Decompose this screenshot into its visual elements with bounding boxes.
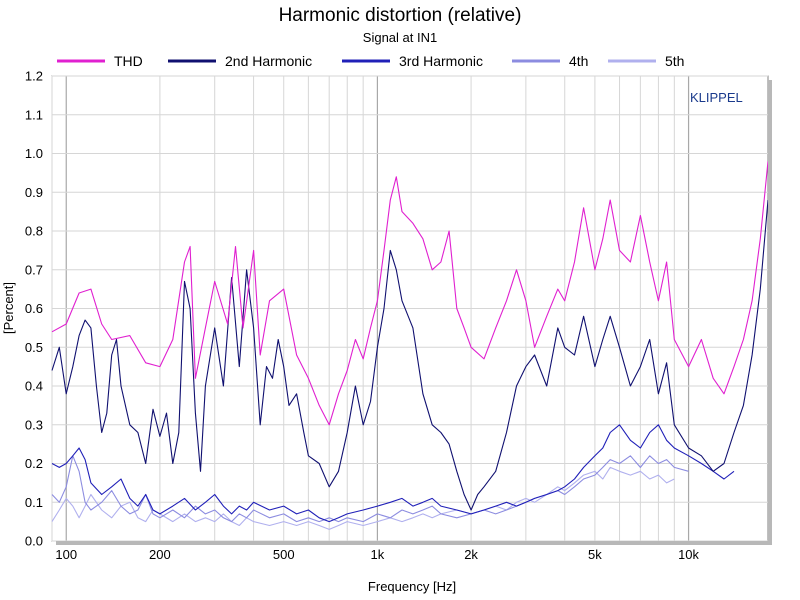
- y-tick-label: 0.8: [25, 224, 43, 239]
- chart-legend: THD 2nd Harmonic 3rd Harmonic 4th 5th: [57, 53, 684, 69]
- y-axis-label: [Percent]: [1, 282, 16, 334]
- plot-shadow-bottom: [56, 541, 772, 545]
- y-tick-label: 0.4: [25, 379, 43, 394]
- y-tick-label: 0.1: [25, 495, 43, 510]
- legend-label: 2nd Harmonic: [225, 53, 312, 69]
- series-line-2nd-harmonic: [51, 199, 769, 511]
- y-tick-label: 0.6: [25, 301, 43, 316]
- y-tick-label: 0.7: [25, 262, 43, 277]
- legend-label: 4th: [569, 53, 588, 69]
- x-axis-ticks: 100 200 500 1k 2k 5k 10k: [55, 547, 699, 562]
- y-axis-ticks: 0.0 0.1 0.2 0.3 0.4 0.5 0.6 0.7 0.8 0.9 1.0 1.1 1.2: [25, 69, 43, 549]
- plot-shadow-right: [768, 80, 772, 545]
- y-tick-label: 0.3: [25, 417, 43, 432]
- x-tick-label: 500: [273, 547, 295, 562]
- watermark-text: 知乎 @自然声.杰长老: [556, 558, 729, 579]
- x-tick-label: 2k: [464, 547, 478, 562]
- y-tick-label: 0.9: [25, 185, 43, 200]
- legend-label: THD: [114, 53, 143, 69]
- y-tick-label: 0.5: [25, 340, 43, 355]
- chart-subtitle: Signal at IN1: [363, 30, 437, 45]
- legend-label: 5th: [665, 53, 684, 69]
- series-line-3rd-harmonic: [51, 424, 735, 523]
- klippel-brand: KLIPPEL: [690, 90, 743, 105]
- series-line-4th: [51, 455, 689, 523]
- y-tick-label: 1.2: [25, 69, 43, 84]
- y-tick-label: 1.0: [25, 146, 43, 161]
- series-line-thd: [51, 161, 769, 426]
- x-axis-label: Frequency [Hz]: [368, 579, 456, 594]
- y-tick-label: 1.1: [25, 107, 43, 122]
- x-tick-label: 5k: [588, 547, 602, 562]
- y-tick-label: 0.2: [25, 456, 43, 471]
- y-tick-label: 0.0: [25, 534, 43, 549]
- series-line-5th: [51, 466, 675, 530]
- legend-label: 3rd Harmonic: [399, 53, 483, 69]
- x-tick-label: 1k: [371, 547, 385, 562]
- series-layer: [51, 161, 769, 530]
- x-tick-label: 200: [149, 547, 171, 562]
- x-tick-label: 100: [55, 547, 77, 562]
- x-tick-label: 10k: [678, 547, 699, 562]
- chart-title: Harmonic distortion (relative): [279, 5, 522, 26]
